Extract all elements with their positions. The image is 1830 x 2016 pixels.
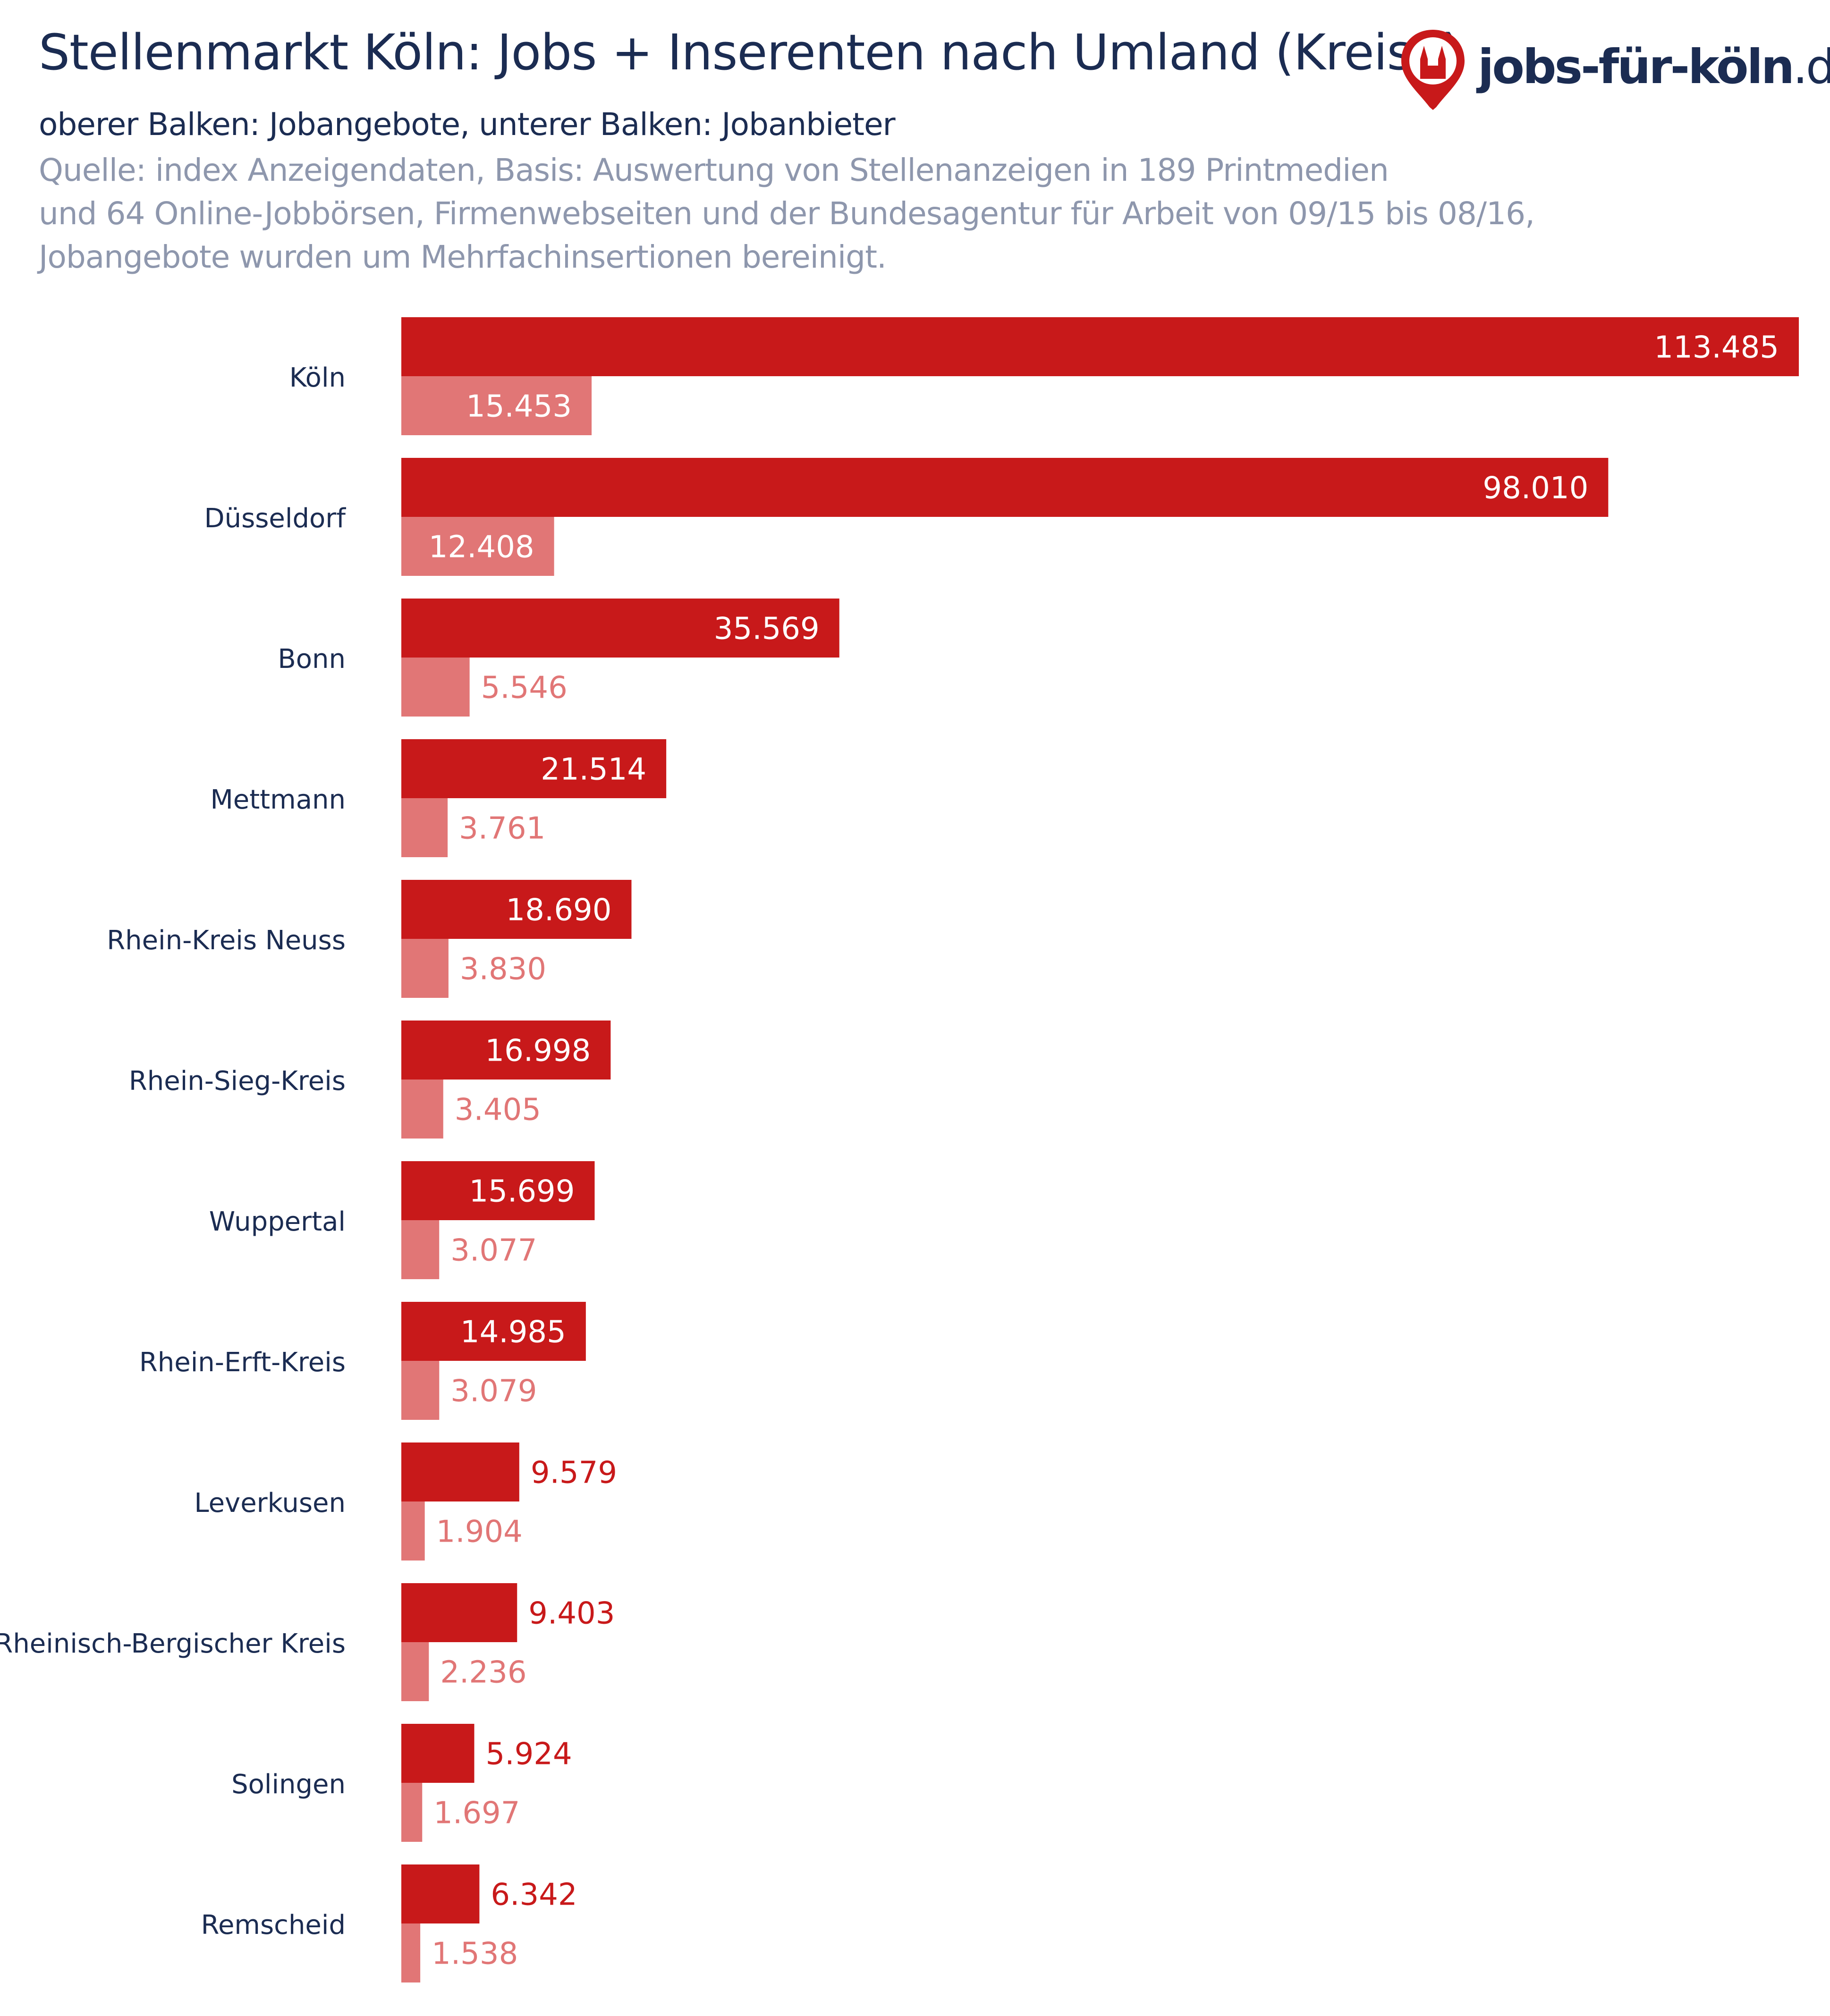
category-label: Rhein-Erft-Kreis [139, 1347, 346, 1378]
value-label-jobanbieter: 1.697 [433, 1796, 520, 1831]
value-label-jobanbieter: 15.453 [466, 389, 572, 424]
bar-jobangebote [401, 1021, 611, 1080]
value-label-jobangebote: 9.579 [531, 1456, 617, 1491]
source-note: Quelle: index Anzeigendaten, Basis: Ausw… [39, 149, 1535, 279]
bar-jobangebote [401, 1442, 519, 1501]
bar-jobanbieter [401, 517, 554, 576]
value-label-jobangebote: 5.924 [486, 1737, 572, 1772]
bar-jobangebote [401, 739, 667, 798]
category-label: Leverkusen [194, 1488, 346, 1518]
value-label-jobangebote: 9.403 [528, 1596, 615, 1631]
bar-jobanbieter [401, 1923, 421, 1982]
value-label-jobangebote: 21.514 [541, 752, 646, 787]
value-label-jobanbieter: 3.761 [459, 811, 545, 846]
category-label: Köln [289, 363, 346, 393]
value-label-jobanbieter: 1.904 [436, 1515, 523, 1550]
value-label-jobanbieter: 3.830 [460, 952, 546, 987]
logo-wordmark-tld: .de [1793, 39, 1830, 94]
bar-jobanbieter [401, 1080, 443, 1139]
bar-jobanbieter [401, 1501, 425, 1561]
bar-jobangebote [401, 1302, 586, 1361]
bar-jobanbieter [401, 798, 448, 857]
chart-subtitle: oberer Balken: Jobangebote, unterer Balk… [39, 106, 896, 143]
bar-jobanbieter [401, 939, 449, 998]
value-label-jobanbieter: 3.077 [450, 1233, 537, 1268]
category-label: Düsseldorf [204, 503, 346, 534]
logo-wordmark-main: jobs-für-köln [1478, 39, 1795, 94]
bar-jobangebote [401, 880, 632, 939]
value-label-jobangebote: 14.985 [460, 1315, 566, 1350]
value-label-jobangebote: 6.342 [491, 1878, 577, 1913]
category-label: Mettmann [210, 784, 346, 815]
value-label-jobanbieter: 1.538 [432, 1937, 518, 1972]
bar-jobanbieter [401, 1220, 440, 1279]
value-label-jobanbieter: 12.408 [429, 530, 534, 565]
bar-jobangebote [401, 317, 1799, 376]
source-line-1: Quelle: index Anzeigendaten, Basis: Ausw… [39, 152, 1389, 188]
category-label: Rhein-Sieg-Kreis [129, 1066, 346, 1097]
value-label-jobangebote: 16.998 [485, 1034, 591, 1069]
bar-jobanbieter [401, 376, 592, 435]
category-label: Wuppertal [209, 1206, 346, 1237]
cathedral-pin-icon [1401, 30, 1465, 110]
source-line-3: Jobangebote wurden um Mehrfachinsertione… [39, 239, 887, 275]
bar-jobangebote [401, 458, 1609, 517]
value-label-jobangebote: 98.010 [1483, 471, 1588, 506]
bar-jobangebote [401, 1583, 517, 1642]
category-label: Rhein-Kreis Neuss [107, 925, 346, 956]
value-label-jobanbieter: 3.079 [450, 1374, 537, 1409]
bar-jobanbieter [401, 1361, 440, 1420]
category-label: Solingen [231, 1769, 346, 1800]
source-line-2: und 64 Online-Jobbörsen, Firmenwebseiten… [39, 195, 1535, 232]
category-label: Bonn [278, 644, 346, 675]
value-label-jobanbieter: 3.405 [455, 1093, 541, 1128]
value-label-jobangebote: 18.690 [506, 893, 612, 928]
bar-jobanbieter [401, 1783, 423, 1842]
category-label: Remscheid [201, 1910, 346, 1940]
value-label-jobangebote: 113.485 [1654, 330, 1779, 365]
value-label-jobanbieter: 5.546 [481, 671, 568, 706]
bar-jobangebote [401, 1864, 480, 1923]
category-label: Rheinisch-Bergischer Kreis [0, 1628, 346, 1659]
bar-jobangebote [401, 1724, 474, 1783]
bar-jobangebote [401, 1161, 595, 1220]
value-label-jobangebote: 15.699 [469, 1174, 575, 1209]
chart-title: Stellenmarkt Köln: Jobs + Inserenten nac… [39, 24, 1461, 81]
brand-logo: jobs-für-köln.de [1398, 26, 1830, 111]
bar-jobanbieter [401, 1642, 429, 1701]
bar-jobangebote [401, 599, 839, 658]
value-label-jobangebote: 35.569 [714, 612, 820, 647]
logo-wordmark: jobs-für-köln.de [1478, 39, 1830, 94]
value-label-jobanbieter: 2.236 [440, 1655, 526, 1690]
bar-jobanbieter [401, 658, 470, 717]
